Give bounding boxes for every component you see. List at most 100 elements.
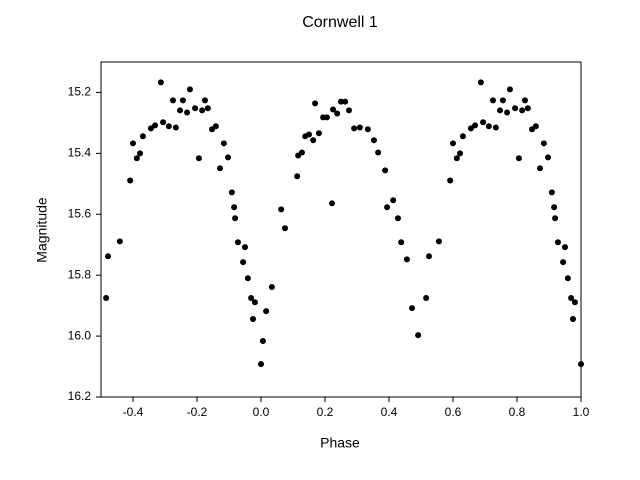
data-point <box>220 140 227 147</box>
data-point <box>251 299 258 306</box>
data-point <box>409 305 416 312</box>
y-tick-label: 15.6 <box>68 206 92 220</box>
chart-title: Cornwell 1 <box>302 14 378 31</box>
data-point <box>564 275 571 282</box>
data-point <box>232 215 239 222</box>
data-point <box>562 244 568 251</box>
data-point <box>346 107 352 114</box>
data-point <box>105 253 112 260</box>
y-tick-label: 15.2 <box>68 85 92 99</box>
x-tick-label: -0.2 <box>187 405 208 419</box>
data-point <box>259 337 266 344</box>
data-point <box>312 100 319 107</box>
data-point <box>435 238 442 245</box>
data-point <box>225 154 232 161</box>
data-point <box>315 130 322 137</box>
data-point <box>537 165 544 172</box>
data-point <box>351 125 358 132</box>
data-point <box>450 140 456 147</box>
data-point <box>390 197 397 204</box>
data-point <box>278 206 285 213</box>
data-point <box>172 124 179 131</box>
plot-frame <box>100 61 582 398</box>
data-point <box>532 123 539 130</box>
data-point <box>195 155 202 162</box>
data-point <box>329 200 336 207</box>
data-point <box>130 140 136 147</box>
data-point <box>116 238 123 245</box>
data-point <box>137 150 144 157</box>
x-axis-label: Phase <box>320 435 360 451</box>
data-point <box>426 253 432 260</box>
data-point <box>294 173 301 180</box>
data-point <box>263 308 270 315</box>
data-point <box>204 105 211 112</box>
data-point <box>398 239 405 246</box>
x-tick-label: -0.4 <box>123 405 144 419</box>
data-point <box>103 295 110 302</box>
data-point <box>298 149 305 156</box>
data-point <box>370 137 377 144</box>
data-point <box>310 137 317 144</box>
data-point <box>306 131 312 138</box>
data-point <box>179 97 186 104</box>
data-point <box>497 107 504 114</box>
data-point <box>192 105 199 112</box>
data-point <box>133 155 140 162</box>
data-point <box>250 316 256 323</box>
data-point <box>480 119 487 126</box>
data-point <box>524 105 531 112</box>
data-point <box>571 299 578 306</box>
data-point <box>160 119 167 126</box>
data-point <box>242 244 248 251</box>
data-point <box>338 98 344 105</box>
data-point <box>485 123 492 130</box>
data-point <box>545 154 552 161</box>
data-point <box>506 86 513 93</box>
y-tick-label: 15.4 <box>68 146 92 160</box>
data-point <box>375 149 382 156</box>
data-point <box>490 97 496 104</box>
data-point <box>268 284 275 291</box>
data-point <box>472 122 479 129</box>
data-point <box>540 140 547 147</box>
data-point <box>552 215 559 222</box>
data-point <box>323 114 330 121</box>
data-point <box>258 361 264 368</box>
data-point <box>248 295 255 302</box>
data-point <box>202 97 208 104</box>
data-point <box>578 361 584 368</box>
x-tick-label: 0.6 <box>445 405 462 419</box>
data-point <box>492 124 499 131</box>
data-point <box>459 133 466 140</box>
data-point <box>512 105 519 112</box>
data-point <box>234 239 241 246</box>
x-tick-label: 0.4 <box>381 405 398 419</box>
data-point <box>199 107 206 114</box>
data-point <box>334 110 341 117</box>
data-point <box>560 259 567 266</box>
data-point <box>127 177 134 184</box>
data-point <box>515 155 522 162</box>
data-point <box>504 109 511 116</box>
data-point <box>467 125 474 132</box>
data-point <box>384 204 391 211</box>
data-point <box>240 259 247 266</box>
data-point <box>548 189 555 196</box>
x-tick-label: 0.2 <box>317 405 334 419</box>
data-point <box>244 275 251 282</box>
data-point <box>231 204 238 211</box>
data-point <box>147 125 154 132</box>
data-point <box>403 256 410 263</box>
data-point <box>453 155 460 162</box>
y-tick-label: 16.0 <box>68 328 92 342</box>
data-point <box>330 106 336 113</box>
data-point <box>177 107 184 114</box>
data-point <box>342 98 349 105</box>
data-point <box>499 97 506 104</box>
data-point <box>394 215 401 222</box>
data-point <box>447 177 454 184</box>
data-point <box>228 189 235 196</box>
data-point <box>165 123 172 130</box>
